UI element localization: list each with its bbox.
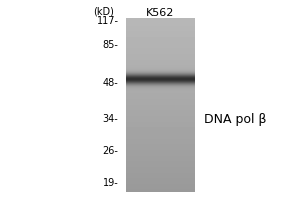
Text: 26-: 26- xyxy=(103,146,118,156)
Text: 85-: 85- xyxy=(103,40,118,50)
Text: (kD): (kD) xyxy=(93,6,114,16)
Text: K562: K562 xyxy=(146,8,175,18)
Text: 34-: 34- xyxy=(103,114,118,124)
Text: 117-: 117- xyxy=(97,16,119,26)
Text: 48-: 48- xyxy=(103,78,118,88)
Text: DNA pol β: DNA pol β xyxy=(204,112,266,126)
Text: 19-: 19- xyxy=(103,178,118,188)
